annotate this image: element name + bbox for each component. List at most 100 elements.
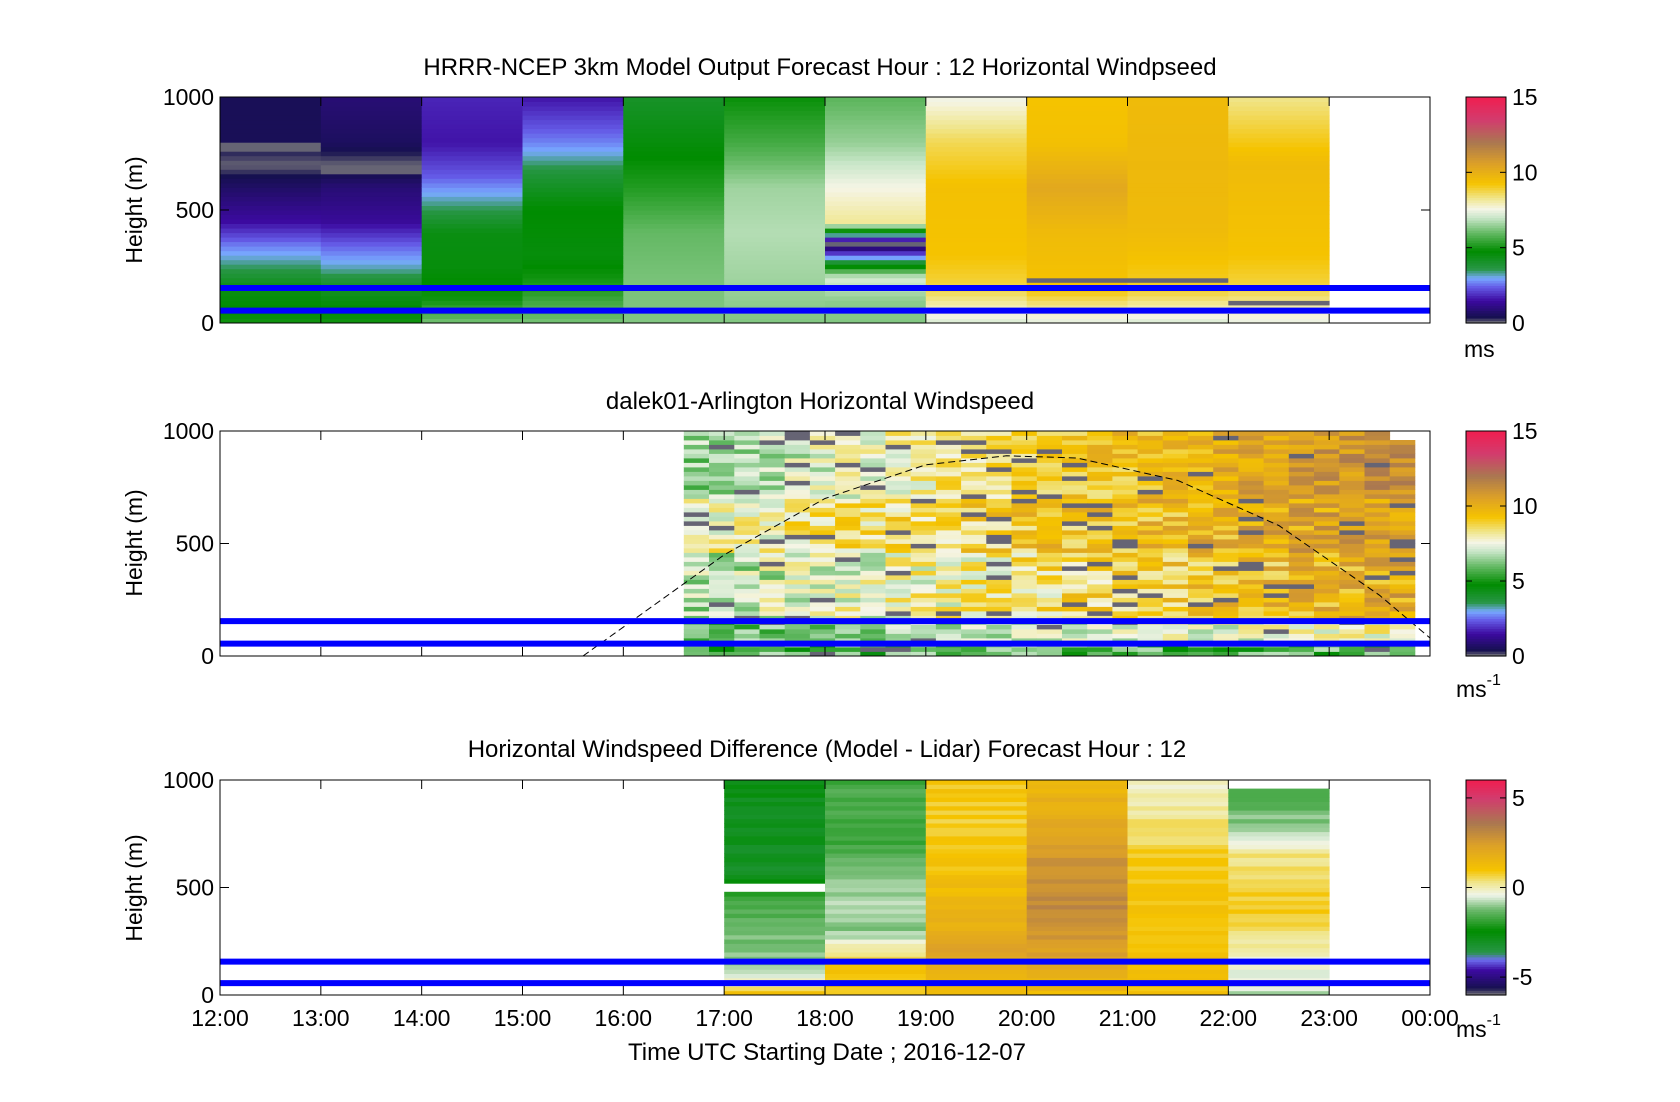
heatmap-cell bbox=[1339, 449, 1365, 454]
colorbar-segment bbox=[1466, 543, 1506, 547]
heatmap-cell bbox=[724, 282, 826, 288]
colorbar-segment bbox=[1466, 260, 1506, 264]
heatmap-cell bbox=[986, 507, 1012, 513]
heatmap-cell bbox=[522, 142, 624, 148]
heatmap-cell bbox=[1389, 633, 1416, 639]
heatmap-cell bbox=[220, 214, 322, 220]
heatmap-cell bbox=[784, 561, 811, 567]
heatmap-cell bbox=[421, 219, 523, 224]
colorbar-segment bbox=[1466, 139, 1506, 143]
heatmap-cell bbox=[1011, 575, 1038, 580]
heatmap-cell bbox=[1263, 651, 1290, 657]
heatmap-cell bbox=[1213, 489, 1239, 495]
heatmap-cell bbox=[1026, 318, 1128, 324]
heatmap-cell bbox=[1087, 584, 1113, 589]
heatmap-cell bbox=[320, 97, 423, 102]
heatmap-cell bbox=[1087, 458, 1113, 463]
heatmap-cell bbox=[1026, 110, 1128, 116]
heatmap-cell bbox=[1087, 494, 1113, 499]
heatmap-cell bbox=[910, 444, 937, 450]
heatmap-cell bbox=[986, 503, 1012, 508]
heatmap-cell bbox=[1127, 857, 1229, 863]
heatmap-cell bbox=[320, 259, 423, 265]
colorbar-segment bbox=[1466, 947, 1506, 951]
heatmap-cell bbox=[623, 97, 725, 102]
heatmap-cell bbox=[1062, 575, 1088, 580]
heatmap-cell bbox=[1389, 525, 1416, 531]
heatmap-cell bbox=[1213, 440, 1239, 445]
heatmap-cell bbox=[925, 913, 1028, 919]
heatmap-cell bbox=[1026, 926, 1128, 931]
heatmap-cell bbox=[1314, 602, 1340, 607]
heatmap-cell bbox=[986, 548, 1012, 553]
heatmap-cell bbox=[1288, 624, 1315, 630]
heatmap-cell bbox=[1288, 440, 1315, 445]
colorbar-segment bbox=[1466, 813, 1506, 817]
heatmap-cell bbox=[925, 926, 1028, 931]
heatmap-cell bbox=[925, 844, 1028, 850]
colorbar: -505 bbox=[1465, 779, 1532, 996]
colorbar-segment bbox=[1466, 556, 1506, 560]
heatmap-cell bbox=[759, 552, 786, 558]
heatmap-cell bbox=[925, 255, 1028, 261]
heatmap-cell bbox=[709, 431, 735, 436]
colorbar-segment bbox=[1466, 885, 1506, 889]
heatmap-cell bbox=[220, 160, 322, 166]
colorbar-segment bbox=[1466, 586, 1506, 590]
heatmap-cell bbox=[623, 115, 725, 121]
colorbar-segment bbox=[1466, 596, 1506, 600]
colorbar-segment bbox=[1466, 486, 1506, 490]
heatmap-cell bbox=[1339, 525, 1365, 531]
heatmap-cell bbox=[1389, 557, 1416, 562]
heatmap-cell bbox=[1026, 295, 1128, 301]
heatmap-cell bbox=[1137, 575, 1164, 580]
heatmap-cell bbox=[986, 458, 1012, 463]
heatmap-cell bbox=[1162, 494, 1189, 499]
heatmap-cell bbox=[1026, 255, 1128, 261]
colorbar-segment bbox=[1466, 318, 1506, 322]
heatmap-cell bbox=[734, 534, 760, 540]
heatmap-cell bbox=[320, 241, 423, 247]
heatmap-cell bbox=[1026, 947, 1128, 953]
heatmap-cell bbox=[1011, 498, 1038, 504]
heatmap-cell bbox=[825, 164, 927, 170]
heatmap-cell bbox=[925, 943, 1028, 949]
heatmap-cell bbox=[1339, 453, 1365, 459]
heatmap-cell bbox=[961, 440, 987, 445]
heatmap-cell bbox=[925, 146, 1028, 152]
heatmap-cell bbox=[935, 489, 962, 495]
colorbar-segment bbox=[1466, 305, 1506, 309]
heatmap-cell bbox=[1339, 444, 1365, 450]
heatmap-cell bbox=[1087, 633, 1113, 639]
heatmap-cell bbox=[724, 986, 826, 992]
heatmap-cell bbox=[1137, 615, 1164, 621]
heatmap-cell bbox=[1112, 552, 1138, 558]
heatmap-cell bbox=[1026, 831, 1128, 837]
heatmap-cell bbox=[320, 250, 423, 256]
heatmap-cell bbox=[1263, 624, 1290, 630]
colorbar-segment bbox=[1466, 973, 1506, 977]
colorbar-segment bbox=[1466, 443, 1506, 447]
heatmap-cell bbox=[421, 314, 523, 319]
heatmap-cell bbox=[935, 431, 962, 436]
heatmap-cell bbox=[860, 431, 886, 436]
heatmap-cell bbox=[825, 106, 927, 111]
colorbar-segment bbox=[1466, 182, 1506, 186]
heatmap-cell bbox=[1213, 512, 1239, 517]
heatmap-cell bbox=[1213, 431, 1239, 436]
colorbar-segment bbox=[1466, 880, 1506, 884]
heatmap-cell bbox=[1011, 597, 1038, 603]
heatmap-cell bbox=[1036, 431, 1063, 436]
heatmap-cell bbox=[885, 503, 912, 508]
heatmap-cell bbox=[1364, 458, 1391, 463]
heatmap-cell bbox=[1112, 638, 1138, 643]
heatmap-cell bbox=[910, 516, 937, 522]
heatmap-cell bbox=[784, 629, 811, 634]
heatmap-cell bbox=[1263, 521, 1290, 526]
heatmap-cell bbox=[1263, 512, 1290, 517]
heatmap-cell bbox=[1127, 840, 1229, 845]
heatmap-cell bbox=[724, 818, 826, 824]
colorbar-segment bbox=[1466, 963, 1506, 967]
heatmap-cell bbox=[320, 151, 423, 157]
heatmap-cell bbox=[1314, 462, 1340, 468]
